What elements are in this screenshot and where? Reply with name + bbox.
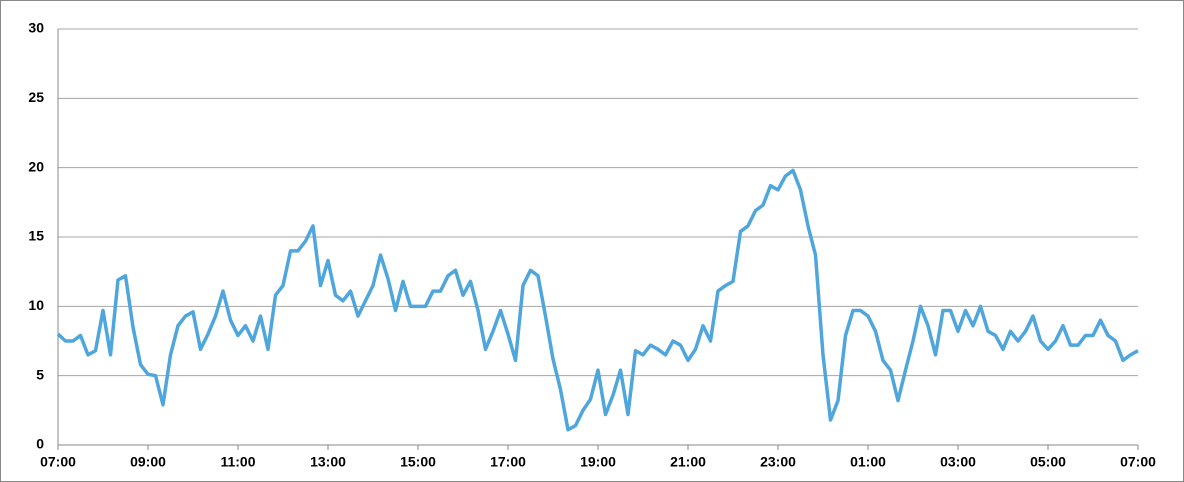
- y-tick-label: 20: [28, 158, 44, 174]
- y-tick-label: 0: [36, 436, 44, 452]
- x-tick-label: 23:00: [760, 454, 796, 470]
- x-tick-label: 01:00: [850, 454, 886, 470]
- series-line: [56, 168, 1139, 432]
- x-tick-label: 03:00: [940, 454, 976, 470]
- x-tick-label: 05:00: [1030, 454, 1066, 470]
- x-tick-label: 07:00: [1120, 454, 1156, 470]
- y-tick-label: 10: [28, 297, 44, 313]
- x-tick-label: 17:00: [490, 454, 526, 470]
- x-tick-label: 21:00: [670, 454, 706, 470]
- x-tick-label: 11:00: [220, 454, 255, 470]
- y-tick-label: 25: [28, 89, 44, 105]
- y-tick-label: 15: [28, 228, 44, 244]
- y-tick-label: 5: [36, 366, 44, 382]
- x-tick-label: 15:00: [400, 454, 436, 470]
- x-tick-label: 09:00: [130, 454, 166, 470]
- y-tick-label: 30: [28, 20, 44, 36]
- x-tick-label: 19:00: [580, 454, 616, 470]
- x-tick-label: 07:00: [40, 454, 76, 470]
- x-tick-label: 13:00: [310, 454, 346, 470]
